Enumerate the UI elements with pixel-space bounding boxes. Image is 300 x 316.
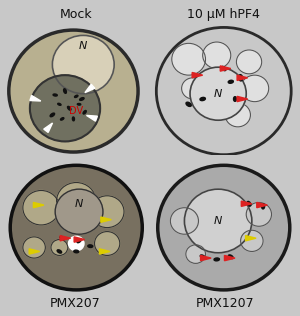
Circle shape [12,33,135,149]
Polygon shape [60,235,70,241]
Ellipse shape [64,89,66,93]
Ellipse shape [53,94,57,96]
Ellipse shape [83,111,86,114]
Circle shape [30,75,100,142]
Polygon shape [237,96,247,102]
Polygon shape [245,235,256,241]
Ellipse shape [80,98,84,100]
Text: PMX207: PMX207 [50,297,100,310]
Ellipse shape [77,104,81,105]
Title: Mock: Mock [60,8,93,21]
Ellipse shape [57,250,62,253]
Polygon shape [29,249,40,254]
Ellipse shape [222,66,226,71]
Circle shape [23,191,59,225]
Circle shape [203,42,231,69]
Polygon shape [224,255,235,261]
Circle shape [184,189,252,253]
Ellipse shape [194,74,198,77]
Circle shape [156,27,291,155]
Circle shape [57,183,96,220]
Ellipse shape [186,102,191,106]
Polygon shape [30,95,41,101]
Circle shape [158,165,290,290]
Circle shape [182,78,204,99]
Polygon shape [192,72,203,78]
Circle shape [68,236,84,251]
Ellipse shape [262,204,265,209]
Ellipse shape [60,236,64,240]
Circle shape [51,240,68,255]
Circle shape [236,50,262,74]
Polygon shape [85,84,95,93]
Circle shape [246,203,272,226]
Circle shape [172,43,206,75]
Circle shape [241,75,269,102]
Ellipse shape [228,255,233,258]
Circle shape [52,35,114,94]
Circle shape [90,196,124,228]
Polygon shape [241,201,252,206]
Ellipse shape [74,250,79,253]
Polygon shape [237,75,247,81]
Ellipse shape [228,80,233,83]
Polygon shape [101,217,111,222]
Text: DV: DV [69,106,83,116]
Ellipse shape [61,118,64,120]
Text: PMX1207: PMX1207 [196,297,254,310]
Ellipse shape [68,106,71,110]
Ellipse shape [214,258,219,261]
Ellipse shape [247,201,251,206]
Polygon shape [86,115,97,121]
Circle shape [225,103,250,127]
Ellipse shape [50,113,55,117]
Ellipse shape [200,97,206,100]
Ellipse shape [72,117,74,121]
Ellipse shape [74,95,78,98]
Circle shape [55,189,103,234]
Ellipse shape [238,75,243,81]
Circle shape [94,232,120,255]
Circle shape [190,67,246,120]
Circle shape [10,165,142,290]
Title: 10 μM hPF4: 10 μM hPF4 [187,8,260,21]
Text: N: N [214,216,222,226]
Text: N: N [79,41,88,51]
Polygon shape [201,255,211,261]
Ellipse shape [77,239,81,243]
Polygon shape [74,237,85,242]
Circle shape [170,208,199,234]
Polygon shape [257,203,267,208]
Polygon shape [33,203,44,208]
Ellipse shape [200,255,205,258]
Polygon shape [99,249,110,254]
Circle shape [23,237,45,258]
Text: N: N [214,89,222,99]
Polygon shape [220,66,231,71]
Text: N: N [75,199,83,209]
Polygon shape [44,123,52,132]
Circle shape [241,230,263,252]
Ellipse shape [58,103,61,105]
Ellipse shape [88,245,93,247]
Circle shape [186,245,206,264]
Circle shape [9,30,138,152]
Ellipse shape [233,97,236,101]
